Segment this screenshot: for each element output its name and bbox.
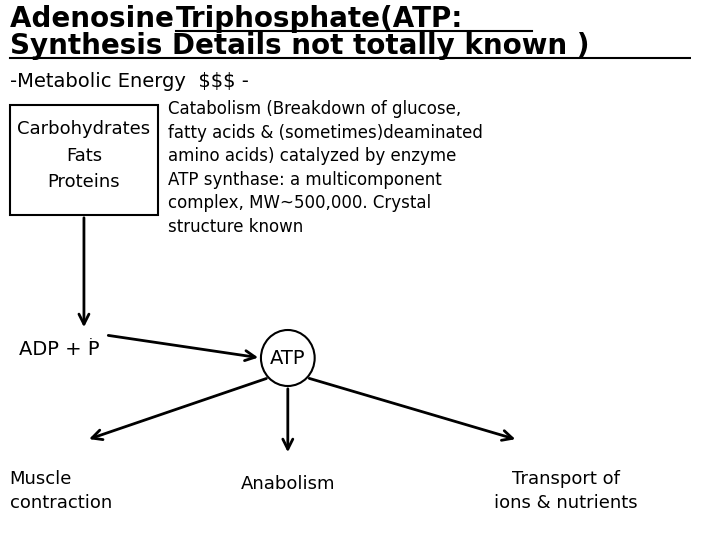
Text: Muscle
contraction: Muscle contraction <box>9 470 112 511</box>
Text: Proteins: Proteins <box>48 173 120 191</box>
Text: Synthesis Details not totally known ): Synthesis Details not totally known ) <box>9 32 589 60</box>
Text: ADP + P: ADP + P <box>19 340 99 359</box>
Text: Catabolism (Breakdown of glucose,
fatty acids & (sometimes)deaminated
amino acid: Catabolism (Breakdown of glucose, fatty … <box>168 100 483 236</box>
Text: Adenosine: Adenosine <box>9 5 183 33</box>
Text: ATP: ATP <box>270 348 305 368</box>
Text: Anabolism: Anabolism <box>240 475 335 493</box>
Text: -Metabolic Energy  $$$ -: -Metabolic Energy $$$ - <box>9 72 248 91</box>
FancyBboxPatch shape <box>9 105 158 215</box>
Text: Carbohydrates: Carbohydrates <box>17 120 150 138</box>
Text: i: i <box>89 338 92 352</box>
Text: Fats: Fats <box>66 147 102 165</box>
Text: Triphosphate(ATP:: Triphosphate(ATP: <box>176 5 464 33</box>
Text: Transport of
ions & nutrients: Transport of ions & nutrients <box>494 470 638 511</box>
